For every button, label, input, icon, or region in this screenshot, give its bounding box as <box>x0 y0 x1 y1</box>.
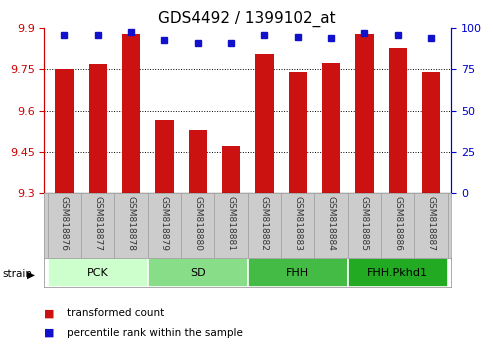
Text: GSM818881: GSM818881 <box>227 196 236 251</box>
Text: GSM818877: GSM818877 <box>93 196 102 251</box>
Text: transformed count: transformed count <box>67 308 164 318</box>
Text: FHH.Pkhd1: FHH.Pkhd1 <box>367 268 428 278</box>
Bar <box>55 69 73 193</box>
Bar <box>122 34 140 193</box>
Text: GDS4492 / 1399102_at: GDS4492 / 1399102_at <box>158 11 335 27</box>
Text: GSM818882: GSM818882 <box>260 196 269 251</box>
Bar <box>388 47 407 193</box>
Text: GSM818885: GSM818885 <box>360 196 369 251</box>
Text: GSM818880: GSM818880 <box>193 196 202 251</box>
Text: GSM818878: GSM818878 <box>127 196 136 251</box>
Text: GSM818887: GSM818887 <box>426 196 436 251</box>
Text: PCK: PCK <box>87 268 108 278</box>
Bar <box>222 146 240 193</box>
Bar <box>148 258 248 287</box>
Text: GSM818876: GSM818876 <box>60 196 69 251</box>
Bar <box>255 55 274 193</box>
Text: SD: SD <box>190 268 206 278</box>
Text: GSM818886: GSM818886 <box>393 196 402 251</box>
Bar <box>355 34 374 193</box>
Bar <box>48 258 148 287</box>
Bar <box>322 63 340 193</box>
Bar <box>348 258 448 287</box>
Text: ▶: ▶ <box>27 269 35 279</box>
Text: GSM818883: GSM818883 <box>293 196 302 251</box>
Bar <box>422 72 440 193</box>
Text: percentile rank within the sample: percentile rank within the sample <box>67 328 243 338</box>
Text: GSM818879: GSM818879 <box>160 196 169 251</box>
Text: ■: ■ <box>44 308 55 318</box>
Text: FHH: FHH <box>286 268 309 278</box>
Bar <box>248 258 348 287</box>
Text: strain: strain <box>2 269 33 279</box>
Text: GSM818884: GSM818884 <box>326 196 336 251</box>
Bar <box>288 72 307 193</box>
Bar <box>89 64 107 193</box>
Text: ■: ■ <box>44 328 55 338</box>
Bar <box>155 120 174 193</box>
Bar <box>188 130 207 193</box>
